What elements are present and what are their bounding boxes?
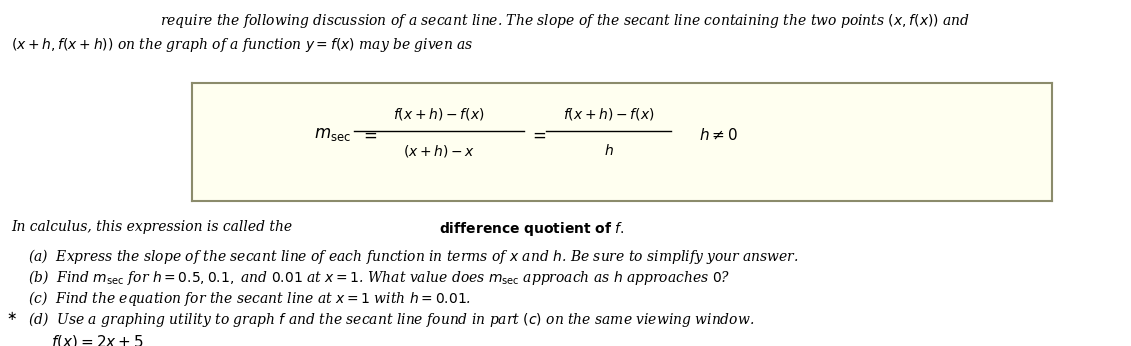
Text: $m_{\mathrm{sec}}$: $m_{\mathrm{sec}}$	[313, 126, 351, 144]
Text: $h \neq 0$: $h \neq 0$	[699, 127, 737, 143]
Text: $f(x) = 2x + 5$: $f(x) = 2x + 5$	[51, 333, 144, 346]
Text: $(x + h) - x$: $(x + h) - x$	[403, 143, 475, 158]
Text: In calculus, this expression is called the: In calculus, this expression is called t…	[11, 220, 296, 234]
Text: (c)  Find the equation for the secant line at $x = 1$ with $h = 0.01$.: (c) Find the equation for the secant lin…	[28, 289, 472, 308]
Text: require the following discussion of a secant line. The slope of the secant line : require the following discussion of a se…	[161, 12, 970, 30]
Text: $f(x + h) - f(x)$: $f(x + h) - f(x)$	[563, 106, 654, 122]
Text: (a)  Express the slope of the secant line of each function in terms of $x$ and $: (a) Express the slope of the secant line…	[28, 247, 800, 266]
Text: $\ast$: $\ast$	[6, 310, 17, 323]
Text: $=$: $=$	[529, 126, 546, 144]
Text: $h$: $h$	[604, 143, 613, 158]
Text: (b)  Find $m_{\mathrm{sec}}$ for $h = 0.5, 0.1,$ and $0.01$ at $x = 1$. What val: (b) Find $m_{\mathrm{sec}}$ for $h = 0.5…	[28, 268, 731, 287]
Text: $=$: $=$	[360, 126, 377, 144]
Text: $f(x + h) - f(x)$: $f(x + h) - f(x)$	[394, 106, 484, 122]
Text: $\mathbf{difference\ quotient\ of}\ \mathbf{\mathit{f}}.$: $\mathbf{difference\ quotient\ of}\ \mat…	[439, 220, 624, 238]
Text: (d)  Use a graphing utility to graph $f$ and the secant line found in part $(c)$: (d) Use a graphing utility to graph $f$ …	[28, 310, 754, 329]
Text: $(x + h, f(x + h))$ on the graph of a function $y = f(x)$ may be given as: $(x + h, f(x + h))$ on the graph of a fu…	[11, 36, 474, 54]
